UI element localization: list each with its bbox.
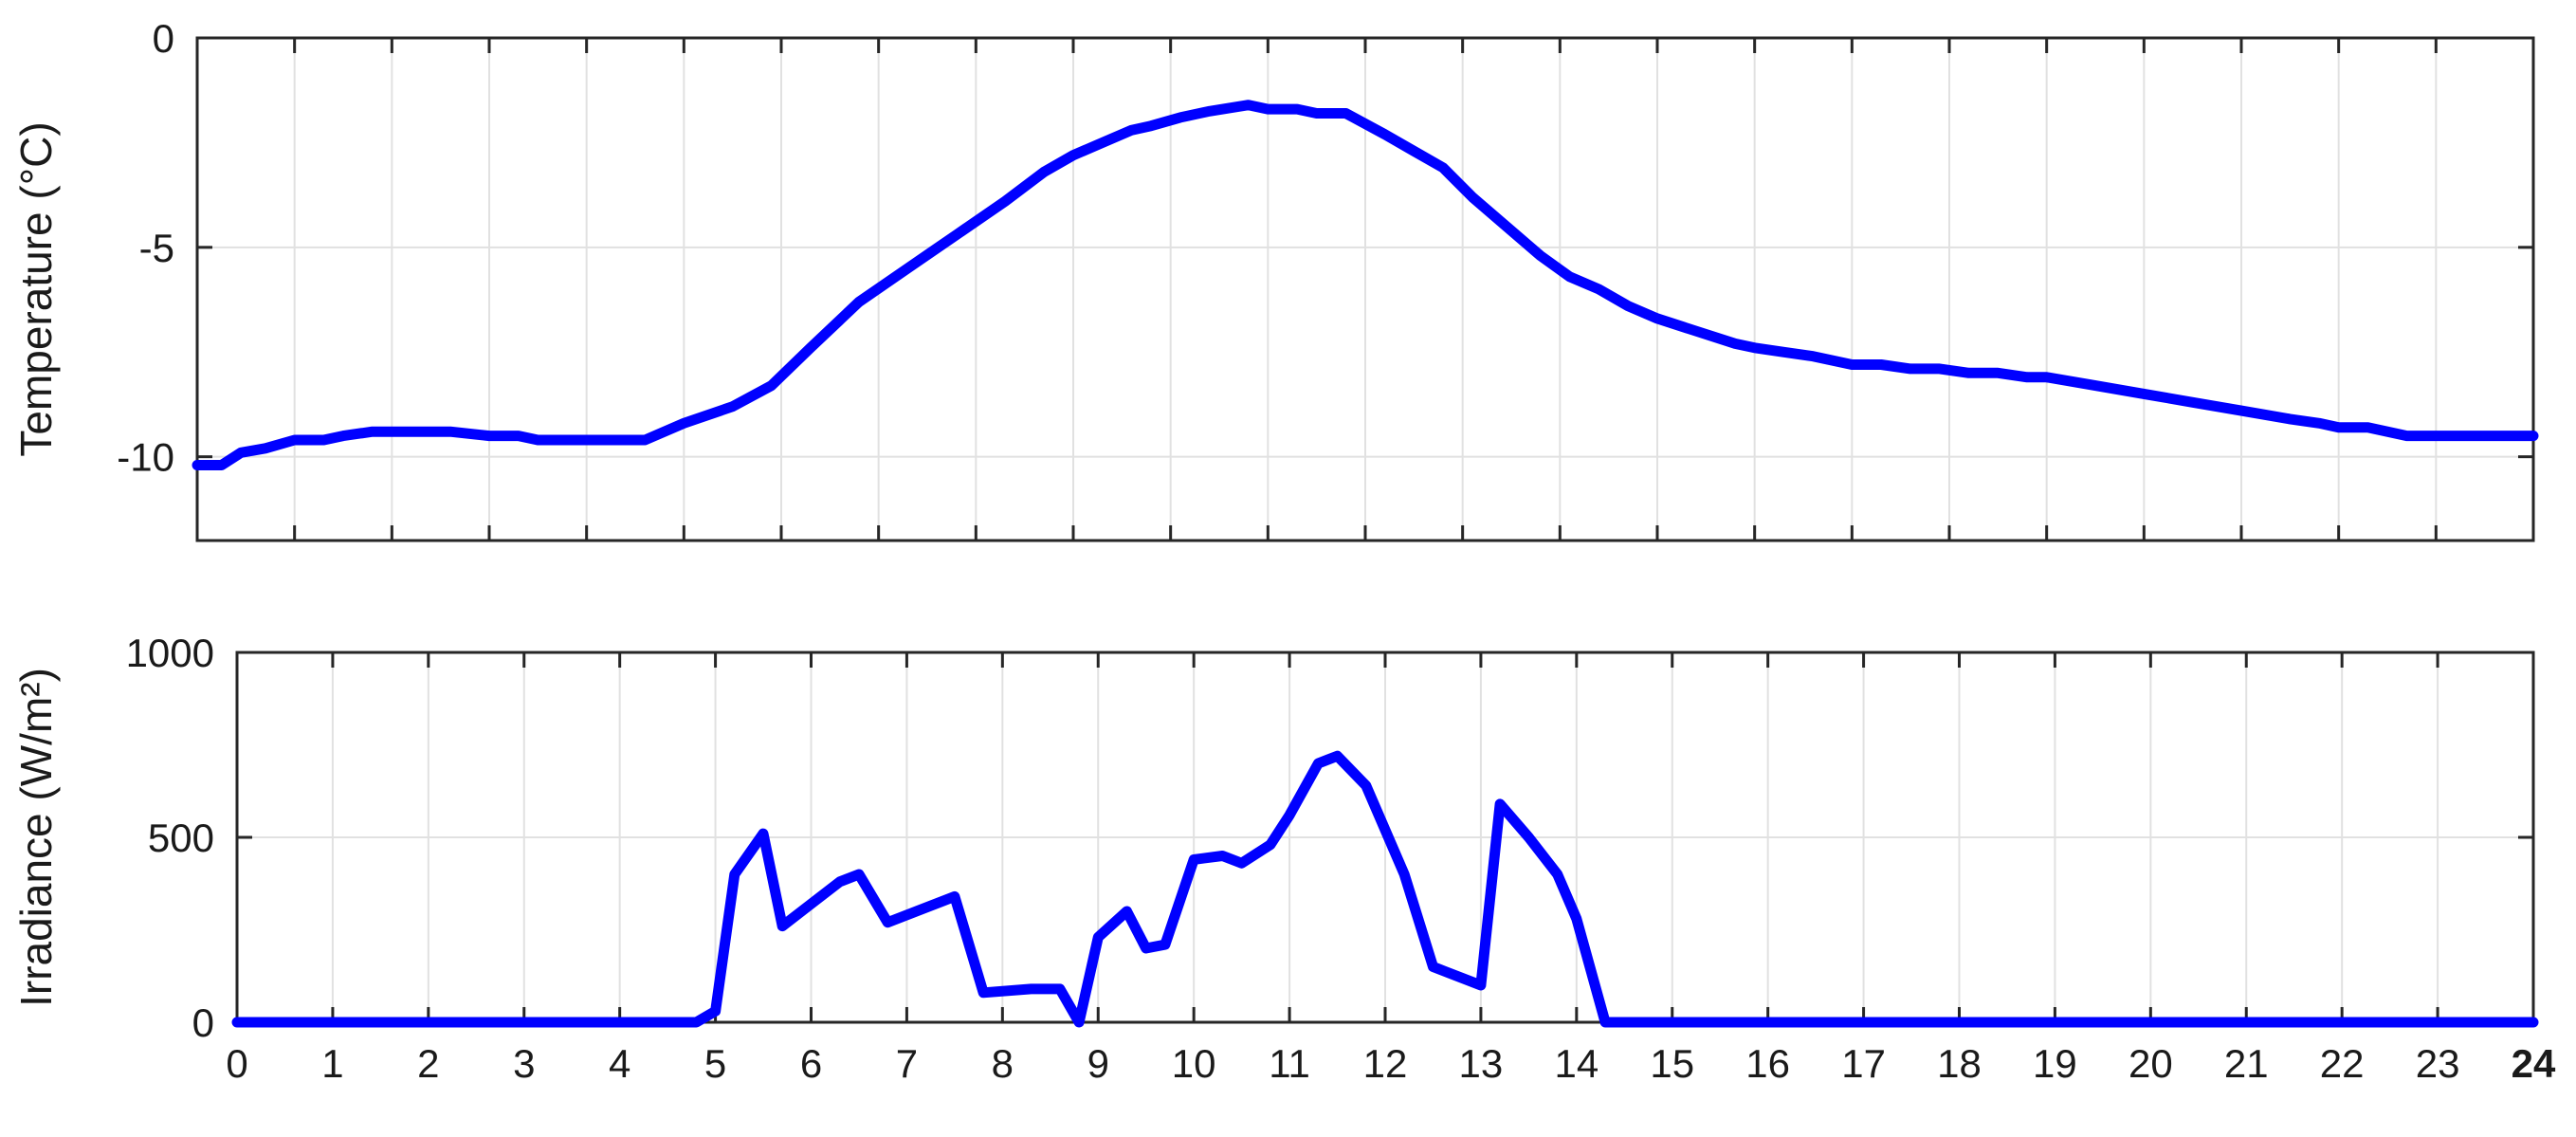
y-tick-label: -5 — [139, 226, 174, 270]
x-tick-label: 8 — [992, 1041, 1014, 1086]
irradiance-panel: 0 1 2 3 4 5 6 7 8 9 10 11 12 13 14 15 16 17 18 19 20 21 22 23 24… — [11, 631, 2556, 1086]
x-tick-label: 16 — [1745, 1041, 1790, 1086]
x-tick-label: 2 — [417, 1041, 439, 1086]
x-tick-label: 11 — [1269, 1041, 1310, 1086]
plot-frame — [195, 36, 2535, 542]
x-tick-label: 7 — [896, 1041, 918, 1086]
x-tick-label: 14 — [1554, 1041, 1599, 1086]
y-axis-title: Temperature (°C) — [11, 121, 61, 456]
y-tick-label: 0 — [153, 16, 174, 61]
irradiance-line — [231, 750, 2539, 1028]
x-tick-label: 21 — [2224, 1041, 2269, 1086]
x-tick-label: 24 — [2512, 1041, 2556, 1086]
temperature-line — [192, 100, 2539, 470]
x-tick-label: 23 — [2416, 1041, 2460, 1086]
x-tick-label: 3 — [513, 1041, 535, 1086]
y-axis-title: Irradiance (W/m²) — [11, 668, 61, 1007]
temperature-panel: -10 -5 0 Temperature (°C) — [11, 16, 2539, 542]
y-tick-label: 500 — [148, 816, 214, 860]
y-tick-label: -10 — [117, 435, 174, 480]
x-tick-label: 0 — [226, 1041, 247, 1086]
x-tick-label: 18 — [1937, 1041, 1982, 1086]
plot-frame — [235, 651, 2535, 1024]
y-tick-label: 1000 — [126, 631, 214, 675]
x-tick-label: 12 — [1363, 1041, 1408, 1086]
x-tick-label: 19 — [2033, 1041, 2077, 1086]
y-tick-label: 0 — [192, 1000, 214, 1045]
x-tick-label: 22 — [2320, 1041, 2365, 1086]
x-tick-label: 17 — [1841, 1041, 1886, 1086]
x-tick-label: 13 — [1459, 1041, 1504, 1086]
x-tick-label: 20 — [2128, 1041, 2173, 1086]
x-tick-label: 5 — [704, 1041, 726, 1086]
x-tick-label: 9 — [1087, 1041, 1109, 1086]
x-tick-label: 1 — [321, 1041, 343, 1086]
x-tick-label: 10 — [1172, 1041, 1216, 1086]
x-tick-label: 15 — [1650, 1041, 1694, 1086]
x-tick-label: 4 — [609, 1041, 630, 1086]
x-tick-label: 6 — [800, 1041, 822, 1086]
